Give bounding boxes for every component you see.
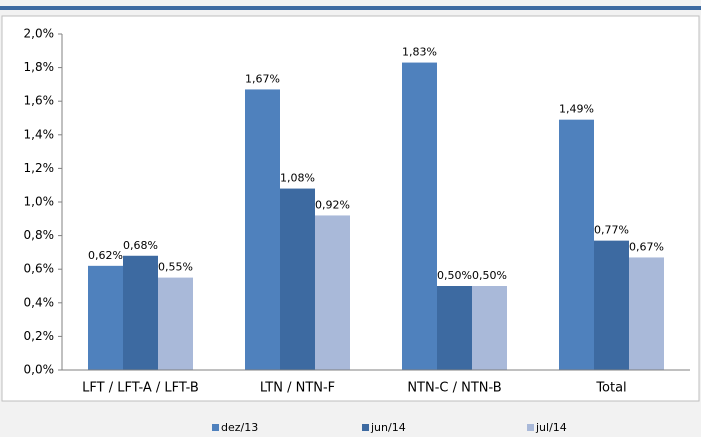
value-label: 0,77% xyxy=(594,224,629,237)
x-tick-label: Total xyxy=(595,381,626,396)
value-label: 0,68% xyxy=(123,239,158,252)
y-tick-label: 1,6% xyxy=(24,94,55,108)
legend-label: jul/14 xyxy=(535,421,567,434)
legend-swatch xyxy=(212,424,219,431)
bar xyxy=(594,240,629,370)
value-label: 0,92% xyxy=(315,198,350,211)
bar xyxy=(280,188,315,370)
legend-label: dez/13 xyxy=(221,421,258,434)
bar xyxy=(123,255,158,370)
y-tick-label: 2,0% xyxy=(24,27,55,41)
value-label: 1,67% xyxy=(245,72,280,85)
bar xyxy=(315,215,350,370)
legend-swatch xyxy=(527,424,534,431)
y-tick-label: 1,0% xyxy=(24,195,55,209)
bar xyxy=(472,286,507,370)
y-tick-label: 0,6% xyxy=(24,262,55,276)
legend-label: jun/14 xyxy=(370,421,406,434)
value-label: 1,49% xyxy=(559,103,594,116)
legend-swatch xyxy=(362,424,369,431)
value-label: 0,50% xyxy=(437,269,472,282)
y-tick-label: 0,4% xyxy=(24,295,55,309)
value-label: 1,08% xyxy=(280,172,315,185)
bar xyxy=(245,89,280,370)
value-label: 0,62% xyxy=(88,249,123,262)
y-tick-label: 1,4% xyxy=(24,127,55,141)
y-tick-label: 1,8% xyxy=(24,60,55,74)
bar xyxy=(158,277,193,370)
y-tick-label: 0,8% xyxy=(24,228,55,242)
x-tick-label: LFT / LFT-A / LFT-B xyxy=(82,381,199,396)
x-tick-label: LTN / NTN-F xyxy=(260,381,335,396)
y-tick-label: 0,0% xyxy=(24,363,55,377)
bar xyxy=(437,286,472,370)
bar xyxy=(629,257,664,370)
top-rule xyxy=(0,6,701,10)
bar xyxy=(402,62,437,371)
x-tick-label: NTN-C / NTN-B xyxy=(407,381,501,396)
bar xyxy=(88,265,123,370)
bar xyxy=(559,119,594,371)
y-tick-label: 0,2% xyxy=(24,329,55,343)
y-tick-label: 1,2% xyxy=(24,161,55,175)
value-label: 0,67% xyxy=(629,240,664,253)
value-label: 0,55% xyxy=(158,261,193,274)
value-label: 1,83% xyxy=(402,46,437,59)
value-label: 0,50% xyxy=(472,269,507,282)
